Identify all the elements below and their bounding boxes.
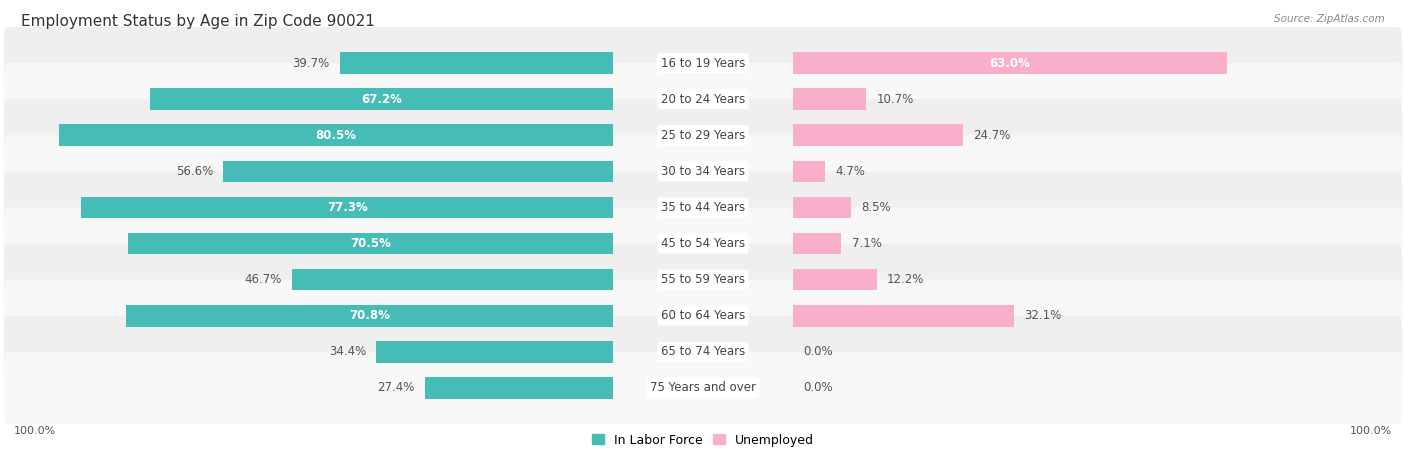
Bar (793, 233, 841, 254)
FancyBboxPatch shape (4, 27, 1402, 99)
Text: 56.6%: 56.6% (176, 165, 214, 178)
Text: 12.2%: 12.2% (887, 273, 924, 286)
Text: 65 to 74 Years: 65 to 74 Years (661, 345, 745, 358)
FancyBboxPatch shape (4, 135, 1402, 207)
Legend: In Labor Force, Unemployed: In Labor Force, Unemployed (592, 433, 814, 446)
Text: 0.0%: 0.0% (803, 345, 832, 358)
Bar (793, 88, 866, 110)
Bar (793, 305, 1014, 327)
Text: 63.0%: 63.0% (990, 57, 1031, 69)
Text: 46.7%: 46.7% (245, 273, 281, 286)
Bar (793, 161, 825, 182)
Text: 32.1%: 32.1% (1024, 309, 1062, 322)
FancyBboxPatch shape (4, 244, 1402, 316)
Text: 45 to 54 Years: 45 to 54 Years (661, 237, 745, 250)
Text: 7.1%: 7.1% (852, 237, 882, 250)
Text: 100.0%: 100.0% (14, 426, 56, 436)
FancyBboxPatch shape (4, 99, 1402, 171)
Text: 20 to 24 Years: 20 to 24 Years (661, 93, 745, 106)
Bar (793, 124, 963, 146)
Text: 55 to 59 Years: 55 to 59 Years (661, 273, 745, 286)
Text: 10.7%: 10.7% (876, 93, 914, 106)
Text: 0.0%: 0.0% (803, 382, 832, 394)
Text: 16 to 19 Years: 16 to 19 Years (661, 57, 745, 69)
Text: 100.0%: 100.0% (1350, 426, 1392, 436)
Bar (377, 341, 613, 363)
FancyBboxPatch shape (4, 63, 1402, 135)
Text: 70.8%: 70.8% (349, 309, 389, 322)
Text: Source: ZipAtlas.com: Source: ZipAtlas.com (1274, 14, 1385, 23)
Bar (150, 88, 613, 110)
Text: 27.4%: 27.4% (377, 382, 415, 394)
Bar (59, 124, 613, 146)
Text: 4.7%: 4.7% (835, 165, 865, 178)
Bar (793, 52, 1226, 74)
FancyBboxPatch shape (4, 352, 1402, 424)
Text: 60 to 64 Years: 60 to 64 Years (661, 309, 745, 322)
Text: 39.7%: 39.7% (292, 57, 329, 69)
Text: 34.4%: 34.4% (329, 345, 366, 358)
Text: 67.2%: 67.2% (361, 93, 402, 106)
FancyBboxPatch shape (4, 280, 1402, 352)
Text: 80.5%: 80.5% (315, 129, 357, 142)
FancyBboxPatch shape (4, 316, 1402, 388)
Bar (128, 233, 613, 254)
Text: Employment Status by Age in Zip Code 90021: Employment Status by Age in Zip Code 900… (21, 14, 375, 28)
Bar (291, 269, 613, 290)
Bar (125, 305, 613, 327)
Bar (340, 52, 613, 74)
Text: 24.7%: 24.7% (973, 129, 1011, 142)
Bar (82, 197, 613, 218)
Text: 75 Years and over: 75 Years and over (650, 382, 756, 394)
Bar (425, 377, 613, 399)
Bar (224, 161, 613, 182)
FancyBboxPatch shape (4, 171, 1402, 244)
Text: 70.5%: 70.5% (350, 237, 391, 250)
Text: 35 to 44 Years: 35 to 44 Years (661, 201, 745, 214)
Text: 8.5%: 8.5% (862, 201, 891, 214)
FancyBboxPatch shape (4, 207, 1402, 280)
Text: 25 to 29 Years: 25 to 29 Years (661, 129, 745, 142)
Text: 77.3%: 77.3% (326, 201, 367, 214)
Bar (793, 269, 876, 290)
Text: 30 to 34 Years: 30 to 34 Years (661, 165, 745, 178)
Bar (793, 197, 851, 218)
